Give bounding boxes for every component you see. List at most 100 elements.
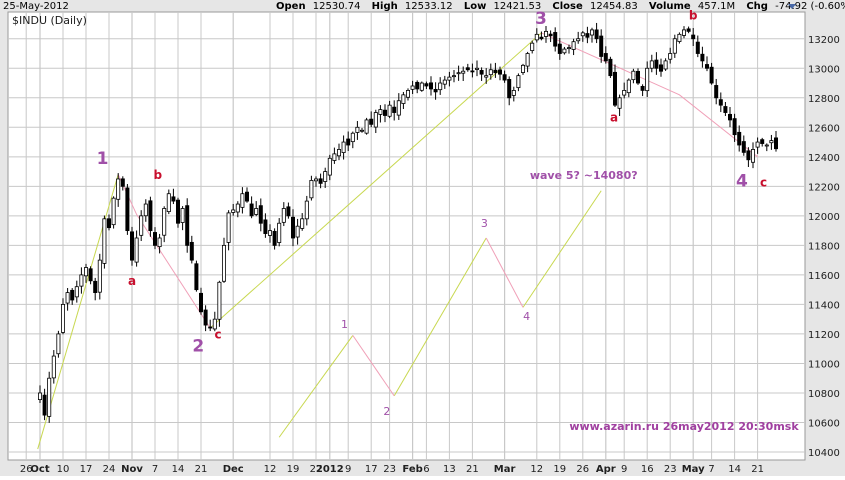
candle: [79, 267, 84, 294]
candle: [162, 206, 167, 243]
candle: [544, 25, 549, 43]
x-tick-label: 24: [103, 464, 116, 475]
candle: [479, 67, 484, 81]
candle: [217, 280, 222, 327]
header-bar: 25-May-2012 Open 12530.74 High 12533.12 …: [3, 1, 845, 12]
candle: [152, 227, 157, 250]
x-tick-label: 26: [576, 464, 589, 475]
x-tick-label: Dec: [223, 464, 244, 475]
y-tick-label: 10400: [808, 448, 840, 459]
candle: [507, 76, 512, 106]
x-tick-label: 21: [466, 464, 479, 475]
x-tick-label: Mar: [494, 464, 516, 475]
y-tick-label: 12400: [808, 153, 840, 164]
candle: [221, 237, 226, 283]
candle: [553, 27, 558, 52]
candle: [309, 175, 314, 201]
candle: [419, 81, 424, 92]
candle: [382, 104, 387, 123]
x-tick-label: Feb: [402, 464, 422, 475]
candle: [336, 143, 341, 161]
x-tick-label: 17: [80, 464, 93, 475]
x-tick-label: 14: [728, 464, 741, 475]
candle: [300, 213, 305, 231]
wave-trend-line: [278, 335, 354, 438]
candle: [677, 32, 682, 44]
candle: [764, 143, 769, 152]
candle: [93, 277, 98, 301]
candle: [511, 86, 516, 102]
candle: [424, 81, 429, 90]
y-tick-label: 12600: [808, 123, 840, 134]
candle: [622, 82, 627, 99]
candle: [755, 137, 760, 154]
candle: [695, 35, 700, 58]
x-tick-label: 23: [383, 464, 396, 475]
header-chg-label: Chg: [746, 1, 768, 12]
candle: [737, 125, 742, 152]
header-dropdown-icon[interactable]: [788, 4, 796, 9]
candle: [244, 187, 249, 203]
wave-number-label: 4: [523, 310, 530, 323]
candle: [134, 230, 139, 267]
candle: [125, 184, 130, 235]
candle: [405, 88, 410, 101]
candle: [567, 44, 572, 54]
corrective-wave-line: [541, 32, 758, 158]
x-tick-label: 7: [152, 464, 158, 475]
header-low-label: Low: [464, 1, 486, 12]
candle: [387, 100, 392, 119]
candle: [613, 64, 618, 108]
x-tick-label: 7: [708, 464, 714, 475]
candle: [410, 80, 415, 95]
candle: [157, 233, 162, 254]
wave-number-label: 1: [97, 149, 109, 169]
x-tick-label: 13: [443, 464, 456, 475]
candle: [401, 91, 406, 110]
x-tick-label: Oct: [30, 464, 49, 475]
candle: [65, 288, 70, 311]
candle: [548, 30, 553, 43]
candle: [585, 26, 590, 44]
candle: [203, 305, 208, 332]
candle: [626, 78, 631, 98]
candle: [148, 196, 153, 237]
candle: [47, 371, 52, 423]
candle: [272, 228, 277, 250]
candle: [129, 226, 134, 266]
candle: [484, 68, 489, 84]
corrective-wave-label: c: [214, 327, 221, 341]
corrective-wave-label: c: [760, 175, 767, 189]
candle: [56, 330, 61, 358]
candle: [42, 388, 47, 421]
candle: [175, 197, 180, 228]
y-tick-label: 11600: [808, 271, 840, 282]
header-close-label: Close: [552, 1, 583, 12]
candle: [580, 31, 585, 42]
candle: [672, 34, 677, 58]
x-tick-label: 10: [57, 464, 70, 475]
candle: [116, 173, 121, 207]
wave-number-label: 3: [481, 217, 488, 230]
x-tick-label: Nov: [121, 464, 143, 475]
x-tick-label: 14: [172, 464, 185, 475]
x-tick-label: 27: [310, 464, 323, 475]
candle: [355, 121, 360, 140]
candle: [295, 218, 300, 245]
y-tick-label: 12200: [808, 182, 840, 193]
wave-number-label: 1: [341, 318, 348, 331]
wave-trend-line: [393, 237, 487, 397]
candle: [682, 26, 687, 39]
candle: [97, 253, 102, 300]
watermark-text: www.azarin.ru 26may2012 20:30msk: [569, 420, 799, 433]
chart-title: $INDU (Daily): [12, 14, 87, 27]
candle: [741, 135, 746, 156]
candle: [594, 22, 599, 44]
y-tick-label: 13000: [808, 64, 840, 75]
candle: [557, 37, 562, 60]
candle: [714, 78, 719, 105]
candle: [185, 198, 190, 253]
candle: [51, 350, 56, 384]
x-tick-label: 21: [195, 464, 208, 475]
